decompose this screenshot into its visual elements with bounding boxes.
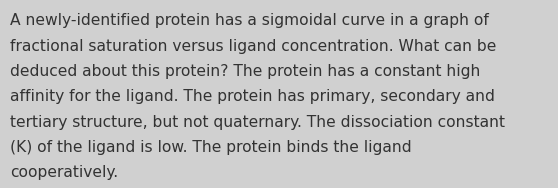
Text: affinity for the ligand. The protein has primary, secondary and: affinity for the ligand. The protein has… (10, 89, 495, 104)
Text: fractional saturation versus ligand concentration. What can be: fractional saturation versus ligand conc… (10, 39, 497, 54)
Text: tertiary structure, but not quaternary. The dissociation constant: tertiary structure, but not quaternary. … (10, 115, 505, 130)
Text: A newly-identified protein has a sigmoidal curve in a graph of: A newly-identified protein has a sigmoid… (10, 13, 489, 28)
Text: (K) of the ligand is low. The protein binds the ligand: (K) of the ligand is low. The protein bi… (10, 140, 412, 155)
Text: deduced about this protein? The protein has a constant high: deduced about this protein? The protein … (10, 64, 480, 79)
Text: cooperatively.: cooperatively. (10, 165, 118, 180)
